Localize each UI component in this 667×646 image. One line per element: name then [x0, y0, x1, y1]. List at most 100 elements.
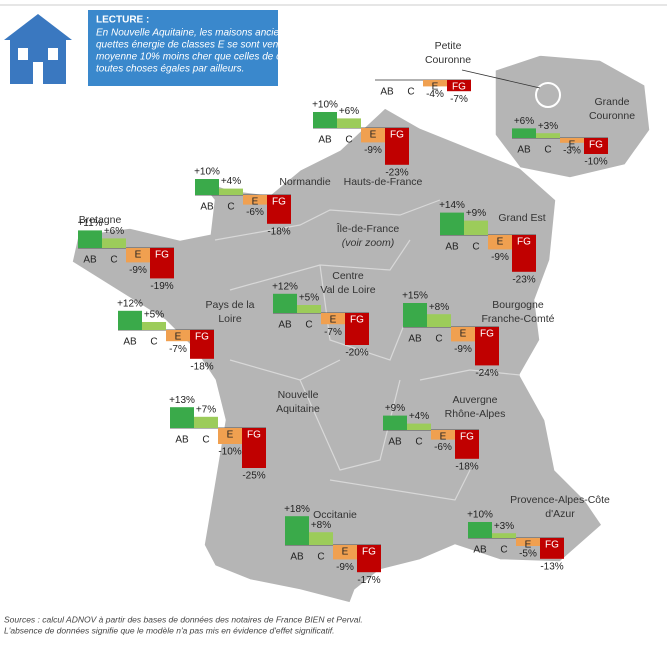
bar	[219, 188, 243, 195]
value-label: +5%	[144, 310, 164, 321]
value-label: -6%	[434, 442, 452, 453]
value-label: +3%	[494, 521, 514, 532]
bar	[464, 220, 488, 235]
category-label: FG	[155, 250, 169, 261]
lecture-line: quettes énergie de classes E se sont ven…	[96, 40, 314, 51]
bar	[455, 430, 479, 459]
bar	[170, 407, 194, 428]
region-name: Grande	[594, 96, 629, 108]
value-label: -7%	[450, 94, 468, 105]
value-label: -7%	[169, 344, 187, 355]
bar	[385, 128, 409, 165]
idf-inset	[494, 54, 651, 179]
bar	[440, 212, 464, 235]
category-label: FG	[517, 237, 531, 248]
bar	[195, 179, 219, 195]
category-label: AB	[408, 334, 422, 345]
value-label: -24%	[475, 368, 498, 379]
lecture-box	[88, 10, 278, 86]
value-label: -23%	[512, 274, 535, 285]
value-label: -7%	[324, 327, 342, 338]
bar	[383, 415, 407, 430]
region-name: d'Azur	[545, 508, 575, 520]
category-label: E	[440, 432, 447, 443]
bar	[190, 330, 214, 359]
category-label: E	[252, 197, 259, 208]
category-label: E	[460, 329, 467, 340]
value-label: -23%	[385, 167, 408, 178]
value-label: +8%	[311, 520, 331, 531]
value-label: +12%	[117, 298, 143, 309]
region-name: Petite	[435, 40, 462, 52]
bar	[357, 545, 381, 573]
value-label: +6%	[514, 116, 534, 127]
bar	[126, 248, 150, 263]
category-label: C	[227, 202, 234, 213]
source-line: Sources : calcul ADNOV à partir des base…	[4, 614, 363, 624]
region-name: Grand Est	[498, 212, 545, 224]
category-label: AB	[388, 437, 402, 448]
value-label: -4%	[426, 89, 444, 100]
category-label: C	[202, 435, 209, 446]
value-label: +12%	[272, 281, 298, 292]
bar	[166, 330, 190, 342]
category-label: FG	[362, 547, 376, 558]
bar	[345, 313, 369, 345]
bar	[337, 118, 361, 128]
lecture-line: moyenne 10% moins cher que celles de cla…	[96, 52, 317, 63]
category-label: FG	[350, 315, 364, 326]
category-label: C	[472, 242, 479, 253]
value-label: +15%	[402, 291, 428, 302]
region-name: Pays de la	[205, 299, 254, 311]
bar	[313, 112, 337, 128]
value-label: -25%	[242, 471, 265, 482]
category-label: E	[227, 430, 234, 441]
bar	[584, 138, 608, 154]
category-label: E	[370, 130, 377, 141]
bar	[267, 195, 291, 224]
value-label: -9%	[129, 265, 147, 276]
value-label: +3%	[538, 121, 558, 132]
lecture-line: En Nouvelle Aquitaine, les maisons ancie…	[96, 28, 326, 39]
bar	[142, 322, 166, 330]
value-label: +18%	[284, 504, 310, 515]
bar	[468, 522, 492, 538]
category-label: FG	[545, 540, 559, 551]
bar	[560, 138, 584, 143]
category-label: C	[317, 552, 324, 563]
value-label: -19%	[150, 281, 173, 292]
value-label: -20%	[345, 348, 368, 359]
value-label: +14%	[439, 200, 465, 211]
region-name: Aquitaine	[276, 403, 320, 415]
leader-line	[461, 69, 541, 89]
category-label: C	[150, 337, 157, 348]
category-label: AB	[318, 135, 332, 146]
category-label: FG	[589, 140, 603, 151]
bar	[218, 428, 242, 444]
category-label: AB	[83, 255, 97, 266]
category-label: AB	[517, 145, 531, 156]
bar	[431, 430, 455, 440]
bar	[273, 293, 297, 313]
category-label: FG	[460, 432, 474, 443]
region-borders	[214, 199, 521, 501]
france	[71, 107, 603, 604]
bar	[297, 305, 321, 313]
bar	[423, 80, 447, 87]
bar	[194, 416, 218, 428]
category-label: FG	[452, 82, 466, 93]
value-label: -18%	[267, 226, 290, 237]
category-label: AB	[290, 552, 304, 563]
category-label: AB	[278, 320, 292, 331]
region-name: Hauts-de-France	[344, 176, 423, 188]
source-line: L'absence de données signifie que le mod…	[4, 625, 334, 635]
value-label: -18%	[455, 461, 478, 472]
category-label: C	[544, 145, 551, 156]
category-label: FG	[247, 430, 261, 441]
category-label: E	[135, 250, 142, 261]
value-label: -9%	[454, 344, 472, 355]
bar	[78, 230, 102, 248]
category-label: E	[497, 237, 504, 248]
value-label: +10%	[467, 510, 493, 521]
